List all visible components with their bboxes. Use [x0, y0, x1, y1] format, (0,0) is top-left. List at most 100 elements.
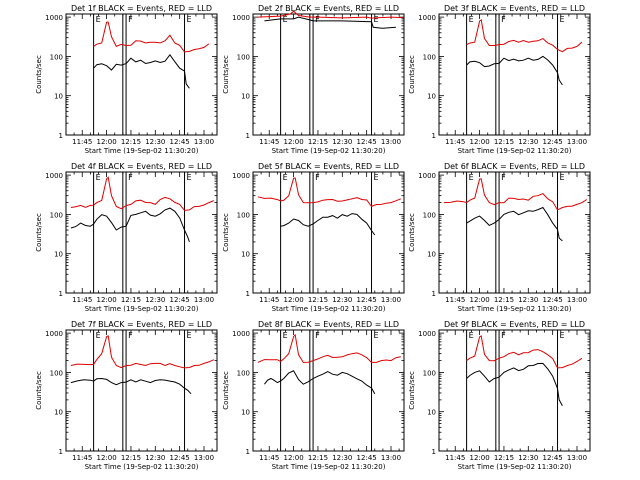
y-axis-label: Counts/sec [35, 213, 43, 252]
x-tick-label: 11:45 [72, 138, 92, 146]
events-series-line [264, 16, 396, 29]
y-tick-label: 100 [50, 211, 63, 219]
marker-label: F [501, 173, 506, 182]
x-tick-label: 13:00 [567, 138, 587, 146]
y-tick-label: 1000 [45, 172, 63, 180]
marker-label: E [187, 15, 192, 24]
plot-frame [65, 171, 218, 294]
y-tick-label: 10 [54, 409, 63, 417]
events-series-line [466, 362, 563, 406]
marker-label: E [96, 15, 101, 24]
x-tick-label: 12:15 [308, 296, 328, 304]
y-tick-label: 100 [50, 53, 63, 61]
x-tick-label: 12:45 [357, 296, 377, 304]
x-axis-label: Start Time (19-Sep-02 11:30:20) [85, 463, 199, 471]
x-tick-label: 12:00 [283, 138, 303, 146]
y-tick-label: 100 [423, 211, 436, 219]
x-tick-label: 13:00 [194, 454, 214, 462]
chart-panel: Det 3f BLACK = Events, RED = LLD 1 10 100 10… [408, 4, 591, 155]
marker-label: E [187, 173, 192, 182]
marker-label: E [283, 173, 288, 182]
y-tick-label: 1000 [45, 14, 63, 22]
chart-title: Det 7f BLACK = Events, RED = LLD [71, 320, 212, 329]
x-axis-label: Start Time (19-Sep-02 11:30:20) [272, 305, 386, 313]
x-tick-label: 12:15 [121, 296, 141, 304]
x-tick-label: 12:45 [543, 138, 563, 146]
marker-label: E [560, 331, 565, 340]
marker-label: F [128, 331, 133, 340]
x-tick-label: 12:15 [494, 138, 514, 146]
chart-panel: Det 9f BLACK = Events, RED = LLD 1 10 100 10… [408, 320, 591, 471]
marker-label: E [283, 331, 288, 340]
marker-label: E [283, 15, 288, 24]
lld-series-line [257, 177, 401, 208]
marker-label: F [315, 331, 320, 340]
y-tick-label: 1000 [232, 172, 250, 180]
y-tick-label: 10 [54, 93, 63, 101]
marker-label: F [128, 173, 133, 182]
x-tick-label: 12:00 [96, 296, 116, 304]
marker-label: E [374, 15, 379, 24]
events-series-line [70, 207, 190, 243]
x-tick-label: 11:45 [445, 454, 465, 462]
y-axis-label: Counts/sec [222, 371, 230, 410]
chart-title: Det 5f BLACK = Events, RED = LLD [258, 162, 399, 171]
marker-label: F [315, 15, 320, 24]
y-tick-label: 1000 [232, 330, 250, 338]
x-tick-label: 13:00 [567, 296, 587, 304]
x-axis-label: Start Time (19-Sep-02 11:30:20) [458, 463, 572, 471]
marker-label: F [128, 15, 133, 24]
x-tick-label: 12:45 [170, 296, 190, 304]
y-tick-label: 1 [246, 448, 250, 456]
plot-frame [252, 13, 405, 136]
x-tick-label: 12:00 [283, 296, 303, 304]
x-tick-label: 13:00 [381, 138, 401, 146]
x-tick-label: 13:00 [194, 296, 214, 304]
x-tick-label: 12:30 [332, 138, 352, 146]
chart-panel: Det 5f BLACK = Events, RED = LLD 1 10 100 10… [222, 162, 405, 313]
chart-title: Det 3f BLACK = Events, RED = LLD [444, 4, 585, 13]
plot-frame [252, 329, 405, 452]
y-tick-label: 10 [427, 251, 436, 259]
x-axis-label: Start Time (19-Sep-02 11:30:20) [272, 463, 386, 471]
lld-series-line [257, 333, 401, 363]
chart-title: Det 2f BLACK = Events, RED = LLD [258, 4, 399, 13]
lld-series-line [257, 10, 405, 19]
lld-series-line [70, 176, 214, 211]
marker-label: E [96, 173, 101, 182]
plot-frame [438, 171, 591, 294]
y-tick-label: 100 [237, 53, 250, 61]
x-tick-label: 11:45 [259, 138, 279, 146]
x-tick-label: 12:45 [170, 138, 190, 146]
marker-label: F [501, 331, 506, 340]
x-tick-label: 11:45 [445, 296, 465, 304]
events-series-line [264, 370, 376, 395]
events-series-line [70, 377, 192, 395]
y-tick-label: 100 [237, 211, 250, 219]
chart-title: Det 4f BLACK = Events, RED = LLD [71, 162, 212, 171]
marker-label: E [374, 331, 379, 340]
x-axis-label: Start Time (19-Sep-02 11:30:20) [458, 147, 572, 155]
x-tick-label: 13:00 [194, 138, 214, 146]
y-axis-label: Counts/sec [408, 55, 416, 94]
lld-series-line [466, 19, 583, 53]
x-tick-label: 11:45 [259, 296, 279, 304]
y-axis-label: Counts/sec [222, 213, 230, 252]
x-tick-label: 11:45 [259, 454, 279, 462]
y-tick-label: 1 [59, 448, 63, 456]
events-series-line [466, 206, 563, 242]
y-tick-label: 10 [427, 409, 436, 417]
x-tick-label: 13:00 [567, 454, 587, 462]
x-tick-label: 12:00 [469, 296, 489, 304]
y-tick-label: 10 [54, 251, 63, 259]
lld-series-line [70, 335, 215, 369]
marker-label: F [315, 173, 320, 182]
x-tick-label: 12:00 [96, 454, 116, 462]
x-tick-label: 12:30 [145, 138, 165, 146]
marker-label: E [469, 15, 474, 24]
plot-frame [252, 171, 405, 294]
x-tick-label: 12:45 [357, 138, 377, 146]
marker-label: E [187, 331, 192, 340]
x-tick-label: 13:00 [381, 296, 401, 304]
